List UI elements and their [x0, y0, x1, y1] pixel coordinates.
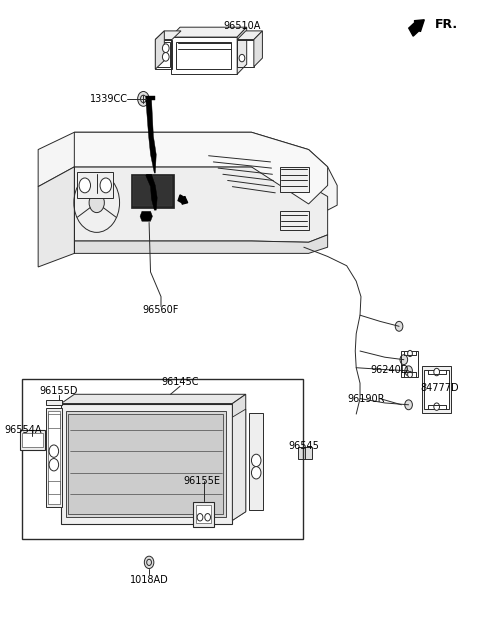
Circle shape	[239, 54, 245, 62]
Polygon shape	[146, 96, 155, 100]
Polygon shape	[74, 167, 328, 242]
Bar	[237, 40, 254, 67]
Circle shape	[144, 556, 154, 569]
Polygon shape	[48, 411, 60, 504]
Bar	[280, 167, 309, 192]
Polygon shape	[232, 409, 246, 520]
Polygon shape	[237, 27, 247, 74]
Circle shape	[100, 178, 111, 193]
Circle shape	[162, 44, 169, 53]
Bar	[170, 37, 237, 74]
Circle shape	[205, 514, 211, 521]
Circle shape	[49, 445, 59, 457]
Bar	[48, 414, 60, 428]
Circle shape	[395, 321, 403, 331]
Text: 96510A: 96510A	[223, 21, 261, 31]
Polygon shape	[46, 400, 62, 405]
Bar	[196, 505, 212, 523]
Bar	[22, 379, 303, 539]
Bar	[48, 481, 60, 494]
Circle shape	[252, 454, 261, 467]
Circle shape	[400, 355, 408, 365]
Text: 1339CC: 1339CC	[90, 94, 128, 104]
Polygon shape	[146, 99, 156, 173]
Polygon shape	[74, 132, 328, 204]
Circle shape	[162, 53, 169, 61]
Bar	[298, 447, 312, 459]
Bar	[132, 174, 174, 208]
Text: 96190R: 96190R	[347, 394, 384, 404]
Polygon shape	[249, 413, 264, 510]
Bar	[193, 502, 214, 527]
Circle shape	[89, 193, 104, 213]
Polygon shape	[170, 27, 247, 37]
FancyArrow shape	[409, 20, 424, 36]
FancyArrow shape	[178, 195, 188, 204]
Circle shape	[74, 173, 120, 232]
Text: 96145C: 96145C	[161, 377, 199, 387]
Text: 96240D: 96240D	[371, 365, 409, 375]
Bar	[61, 404, 232, 524]
Bar	[280, 211, 309, 230]
Circle shape	[434, 368, 440, 376]
Text: 96545: 96545	[288, 441, 319, 451]
Circle shape	[252, 467, 261, 479]
Circle shape	[408, 371, 412, 378]
Polygon shape	[146, 174, 157, 210]
Polygon shape	[254, 31, 263, 67]
Bar	[176, 42, 231, 69]
Polygon shape	[155, 31, 164, 69]
Polygon shape	[61, 394, 246, 404]
Polygon shape	[74, 235, 328, 253]
Bar	[68, 414, 223, 514]
Circle shape	[79, 178, 91, 193]
Polygon shape	[38, 167, 74, 267]
Text: 84777D: 84777D	[420, 383, 459, 393]
Circle shape	[408, 350, 412, 357]
Polygon shape	[46, 408, 62, 507]
Circle shape	[138, 91, 149, 106]
Circle shape	[197, 514, 203, 521]
Circle shape	[49, 459, 59, 471]
Polygon shape	[77, 172, 113, 198]
Circle shape	[405, 366, 412, 376]
Text: 96560F: 96560F	[143, 305, 179, 315]
Text: FR.: FR.	[435, 18, 458, 32]
Polygon shape	[232, 394, 246, 520]
Bar	[20, 430, 45, 450]
Polygon shape	[38, 132, 337, 210]
Bar	[133, 176, 172, 206]
Circle shape	[405, 400, 412, 410]
Bar	[155, 40, 172, 69]
Polygon shape	[155, 31, 181, 40]
Text: 96155E: 96155E	[183, 476, 220, 486]
Polygon shape	[424, 370, 449, 409]
Bar	[22, 433, 43, 447]
Text: 96554A: 96554A	[4, 425, 42, 434]
Polygon shape	[140, 211, 153, 221]
Text: 96155D: 96155D	[39, 386, 78, 396]
Polygon shape	[422, 366, 451, 413]
Polygon shape	[237, 31, 263, 40]
Text: 1018AD: 1018AD	[130, 575, 168, 585]
Bar	[157, 42, 169, 67]
Bar	[66, 411, 226, 517]
Circle shape	[434, 403, 440, 410]
